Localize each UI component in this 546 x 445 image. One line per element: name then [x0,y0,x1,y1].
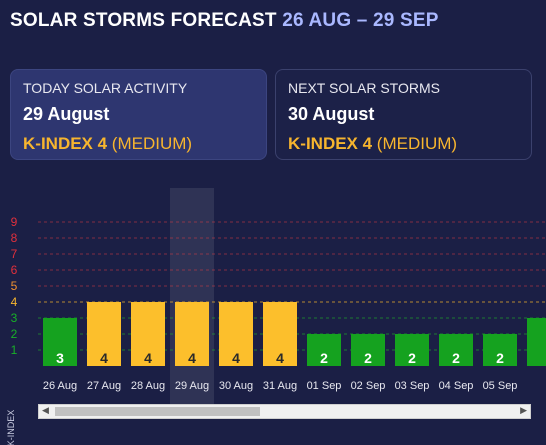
y-tick-label: 9 [11,215,18,229]
bar [175,302,209,366]
y-tick-label: 7 [11,247,18,261]
y-tick-label: 4 [11,295,18,309]
scrollbar-thumb[interactable] [55,407,260,416]
y-tick-label: 8 [11,231,18,245]
bar-value-label: 2 [320,350,328,366]
x-tick-label: 26 Aug [43,380,77,392]
bar [43,318,77,366]
today-date: 29 August [23,104,110,124]
bar-value-label: 2 [496,350,504,366]
bar-value-label: 4 [188,350,196,366]
y-tick-label: 2 [11,327,18,341]
today-activity-card: TODAY SOLAR ACTIVITY 29 August K-INDEX 4… [10,69,267,160]
next-label: NEXT SOLAR STORMS [288,80,440,96]
next-level: (MEDIUM) [372,134,458,153]
bar [131,302,165,366]
page-title: SOLAR STORMS FORECAST 26 AUG – 29 SEP [10,10,439,32]
today-level: (MEDIUM) [107,134,193,153]
bar [439,334,473,366]
x-tick-label: 28 Aug [131,380,165,392]
scroll-right-icon[interactable]: ▶ [520,406,527,416]
bar-value-label: 2 [408,350,416,366]
y-tick-label: 1 [11,343,18,357]
chart-scrollbar[interactable]: ◀ ▶ [38,404,531,419]
x-tick-label: 01 Sep [307,380,342,392]
next-storms-card: NEXT SOLAR STORMS 30 August K-INDEX 4 (M… [275,69,532,160]
next-kindex-value: K-INDEX 4 [288,134,373,153]
bar-value-label: 2 [364,350,372,366]
today-kindex: K-INDEX 4 (MEDIUM) [23,134,254,154]
y-tick-label: 5 [11,279,18,293]
x-tick-label: 29 Aug [175,380,209,392]
bar-value-label: 3 [56,350,64,366]
bar-value-label: 4 [144,350,152,366]
scroll-left-icon[interactable]: ◀ [42,406,49,416]
next-date: 30 August [288,104,375,124]
y-tick-label: 6 [11,263,18,277]
x-tick-label: 03 Sep [395,380,430,392]
title-text: SOLAR STORMS FORECAST [10,10,277,31]
x-tick-label: 27 Aug [87,380,121,392]
bar-value-label: 4 [276,350,284,366]
bar-value-label: 4 [232,350,240,366]
kindex-chart: 1 2 3 4 5 6 7 8 9 K-INDEX 3 26 Aug 4 27 Aug 4 28 Aug 4 29… [6,188,546,445]
x-tick-label: 31 Aug [263,380,297,392]
bar-partial [527,318,546,366]
bar [87,302,121,366]
date-range: 26 AUG – 29 SEP [282,10,439,31]
x-tick-label: 04 Sep [439,380,474,392]
today-highlight [170,188,214,408]
bar [395,334,429,366]
x-tick-label: 05 Sep [483,380,518,392]
x-tick-label: 02 Sep [351,380,386,392]
bar [483,334,517,366]
y-axis-title: K-INDEX [6,410,16,445]
bar [219,302,253,366]
next-kindex: K-INDEX 4 (MEDIUM) [288,134,519,154]
bar-value-label: 4 [100,350,108,366]
y-tick-label: 3 [11,311,18,325]
bar [351,334,385,366]
today-kindex-value: K-INDEX 4 [23,134,108,153]
bar-value-label: 2 [452,350,460,366]
bar [263,302,297,366]
bar [307,334,341,366]
x-tick-label: 30 Aug [219,380,253,392]
today-label: TODAY SOLAR ACTIVITY [23,80,188,96]
